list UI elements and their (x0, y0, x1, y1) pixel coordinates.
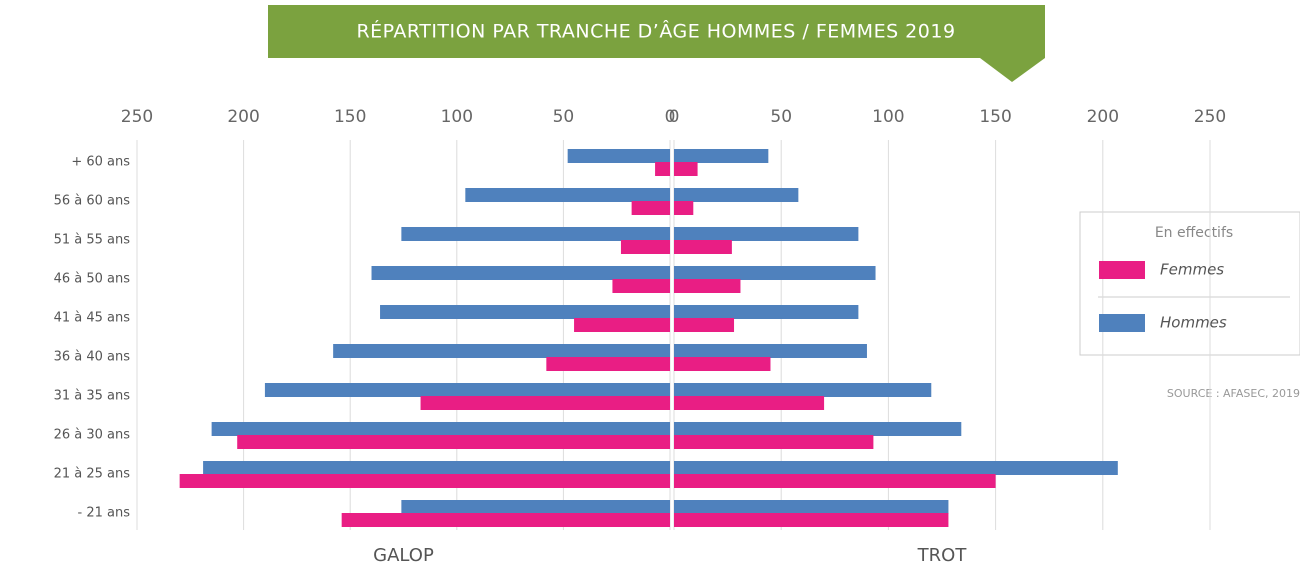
source: SOURCE : AFASEC, 2019 (1167, 387, 1300, 400)
chart-title: RÉPARTITION PAR TRANCHE D’ÂGE HOMMES / F… (356, 20, 955, 43)
legend-swatch (1099, 314, 1145, 332)
bar (674, 461, 1118, 475)
bar (674, 162, 698, 176)
x-tick-label: 150 (334, 107, 366, 127)
x-tick-label: 250 (121, 107, 153, 127)
bar (674, 266, 876, 280)
x-tick-label: 50 (770, 107, 792, 127)
bar (264, 383, 670, 397)
x-tick-label: 250 (1194, 107, 1226, 127)
bar (612, 279, 670, 293)
y-tick-label: 51 à 55 ans (54, 233, 131, 248)
bar (401, 500, 670, 514)
panel-label: TROT (917, 545, 968, 566)
y-tick-label: 41 à 45 ans (54, 311, 131, 326)
bar (465, 188, 670, 202)
bar (674, 201, 694, 215)
bar (179, 474, 670, 488)
bar (401, 227, 670, 241)
y-tick-label: 46 à 50 ans (54, 272, 131, 287)
bar (620, 240, 670, 254)
bar (237, 435, 671, 449)
title-banner (268, 5, 1045, 58)
legend-swatch (1099, 261, 1145, 279)
bar (674, 422, 962, 436)
bar (203, 461, 671, 475)
bar (674, 357, 771, 371)
bar (546, 357, 670, 371)
x-tick-label: 100 (441, 107, 473, 127)
bar (674, 383, 932, 397)
title-pointer (980, 58, 1045, 82)
bar (674, 513, 949, 527)
x-tick-label: 200 (1087, 107, 1119, 127)
x-tick-label: 200 (227, 107, 259, 127)
bar (674, 149, 769, 163)
panel-label: GALOP (373, 545, 434, 566)
y-tick-label: 56 à 60 ans (54, 194, 131, 209)
bar (211, 422, 670, 436)
y-tick-label: + 60 ans (71, 155, 130, 170)
legend-label: Hommes (1160, 314, 1227, 332)
x-tick-label: 0 (665, 107, 676, 127)
bar (674, 240, 732, 254)
bar (674, 318, 735, 332)
legend-title: En effectifs (1155, 225, 1233, 241)
legend-label: Femmes (1160, 261, 1224, 279)
x-tick-label: 50 (553, 107, 575, 127)
bar (674, 344, 867, 358)
x-tick-label: 0 (669, 107, 680, 127)
bar (674, 279, 741, 293)
x-tick-label: 100 (872, 107, 904, 127)
bar (674, 227, 859, 241)
bar (674, 396, 825, 410)
y-tick-label: 21 à 25 ans (54, 467, 131, 482)
bar (631, 201, 670, 215)
bar (341, 513, 670, 527)
bar (674, 500, 949, 514)
y-tick-label: - 21 ans (78, 506, 131, 521)
bar (655, 162, 670, 176)
bar (674, 188, 799, 202)
bar (420, 396, 670, 410)
x-tick-label: 150 (979, 107, 1011, 127)
bar (380, 305, 670, 319)
y-tick-label: 26 à 30 ans (54, 428, 131, 443)
bar (674, 474, 996, 488)
bar (567, 149, 670, 163)
bar (674, 305, 859, 319)
bar (574, 318, 670, 332)
bar (371, 266, 670, 280)
bar (674, 435, 874, 449)
y-tick-label: 36 à 40 ans (54, 350, 131, 365)
y-tick-label: 31 à 35 ans (54, 389, 131, 404)
bar (333, 344, 670, 358)
